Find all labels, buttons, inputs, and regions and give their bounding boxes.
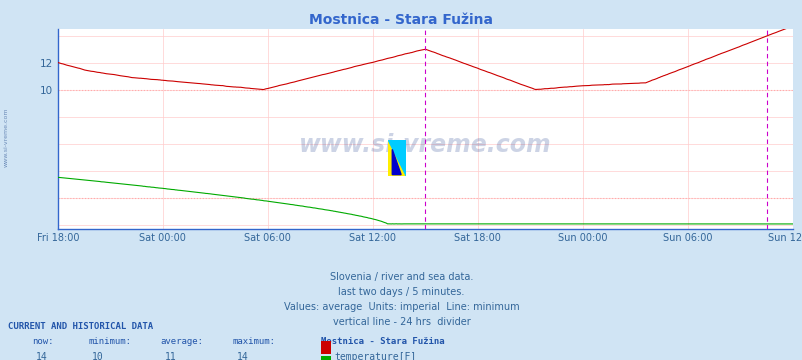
Polygon shape [387,140,405,176]
Text: maximum:: maximum: [233,337,276,346]
Text: vertical line - 24 hrs  divider: vertical line - 24 hrs divider [332,317,470,327]
Text: 14: 14 [237,352,249,360]
Text: Mostnica - Stara Fužina: Mostnica - Stara Fužina [309,13,493,27]
Text: average:: average: [160,337,204,346]
Text: temperature[F]: temperature[F] [334,352,415,360]
Text: Mostnica - Stara Fužina: Mostnica - Stara Fužina [321,337,444,346]
Text: Slovenia / river and sea data.: Slovenia / river and sea data. [330,272,472,282]
Text: minimum:: minimum: [88,337,132,346]
Text: 10: 10 [92,352,104,360]
Text: now:: now: [32,337,54,346]
Polygon shape [387,140,405,176]
Text: www.si-vreme.com: www.si-vreme.com [298,133,551,157]
Text: 14: 14 [36,352,48,360]
Polygon shape [391,149,401,175]
Text: CURRENT AND HISTORICAL DATA: CURRENT AND HISTORICAL DATA [8,322,153,331]
Text: Values: average  Units: imperial  Line: minimum: Values: average Units: imperial Line: mi… [283,302,519,312]
Text: last two days / 5 minutes.: last two days / 5 minutes. [338,287,464,297]
Text: www.si-vreme.com: www.si-vreme.com [4,107,9,167]
Text: 11: 11 [164,352,176,360]
